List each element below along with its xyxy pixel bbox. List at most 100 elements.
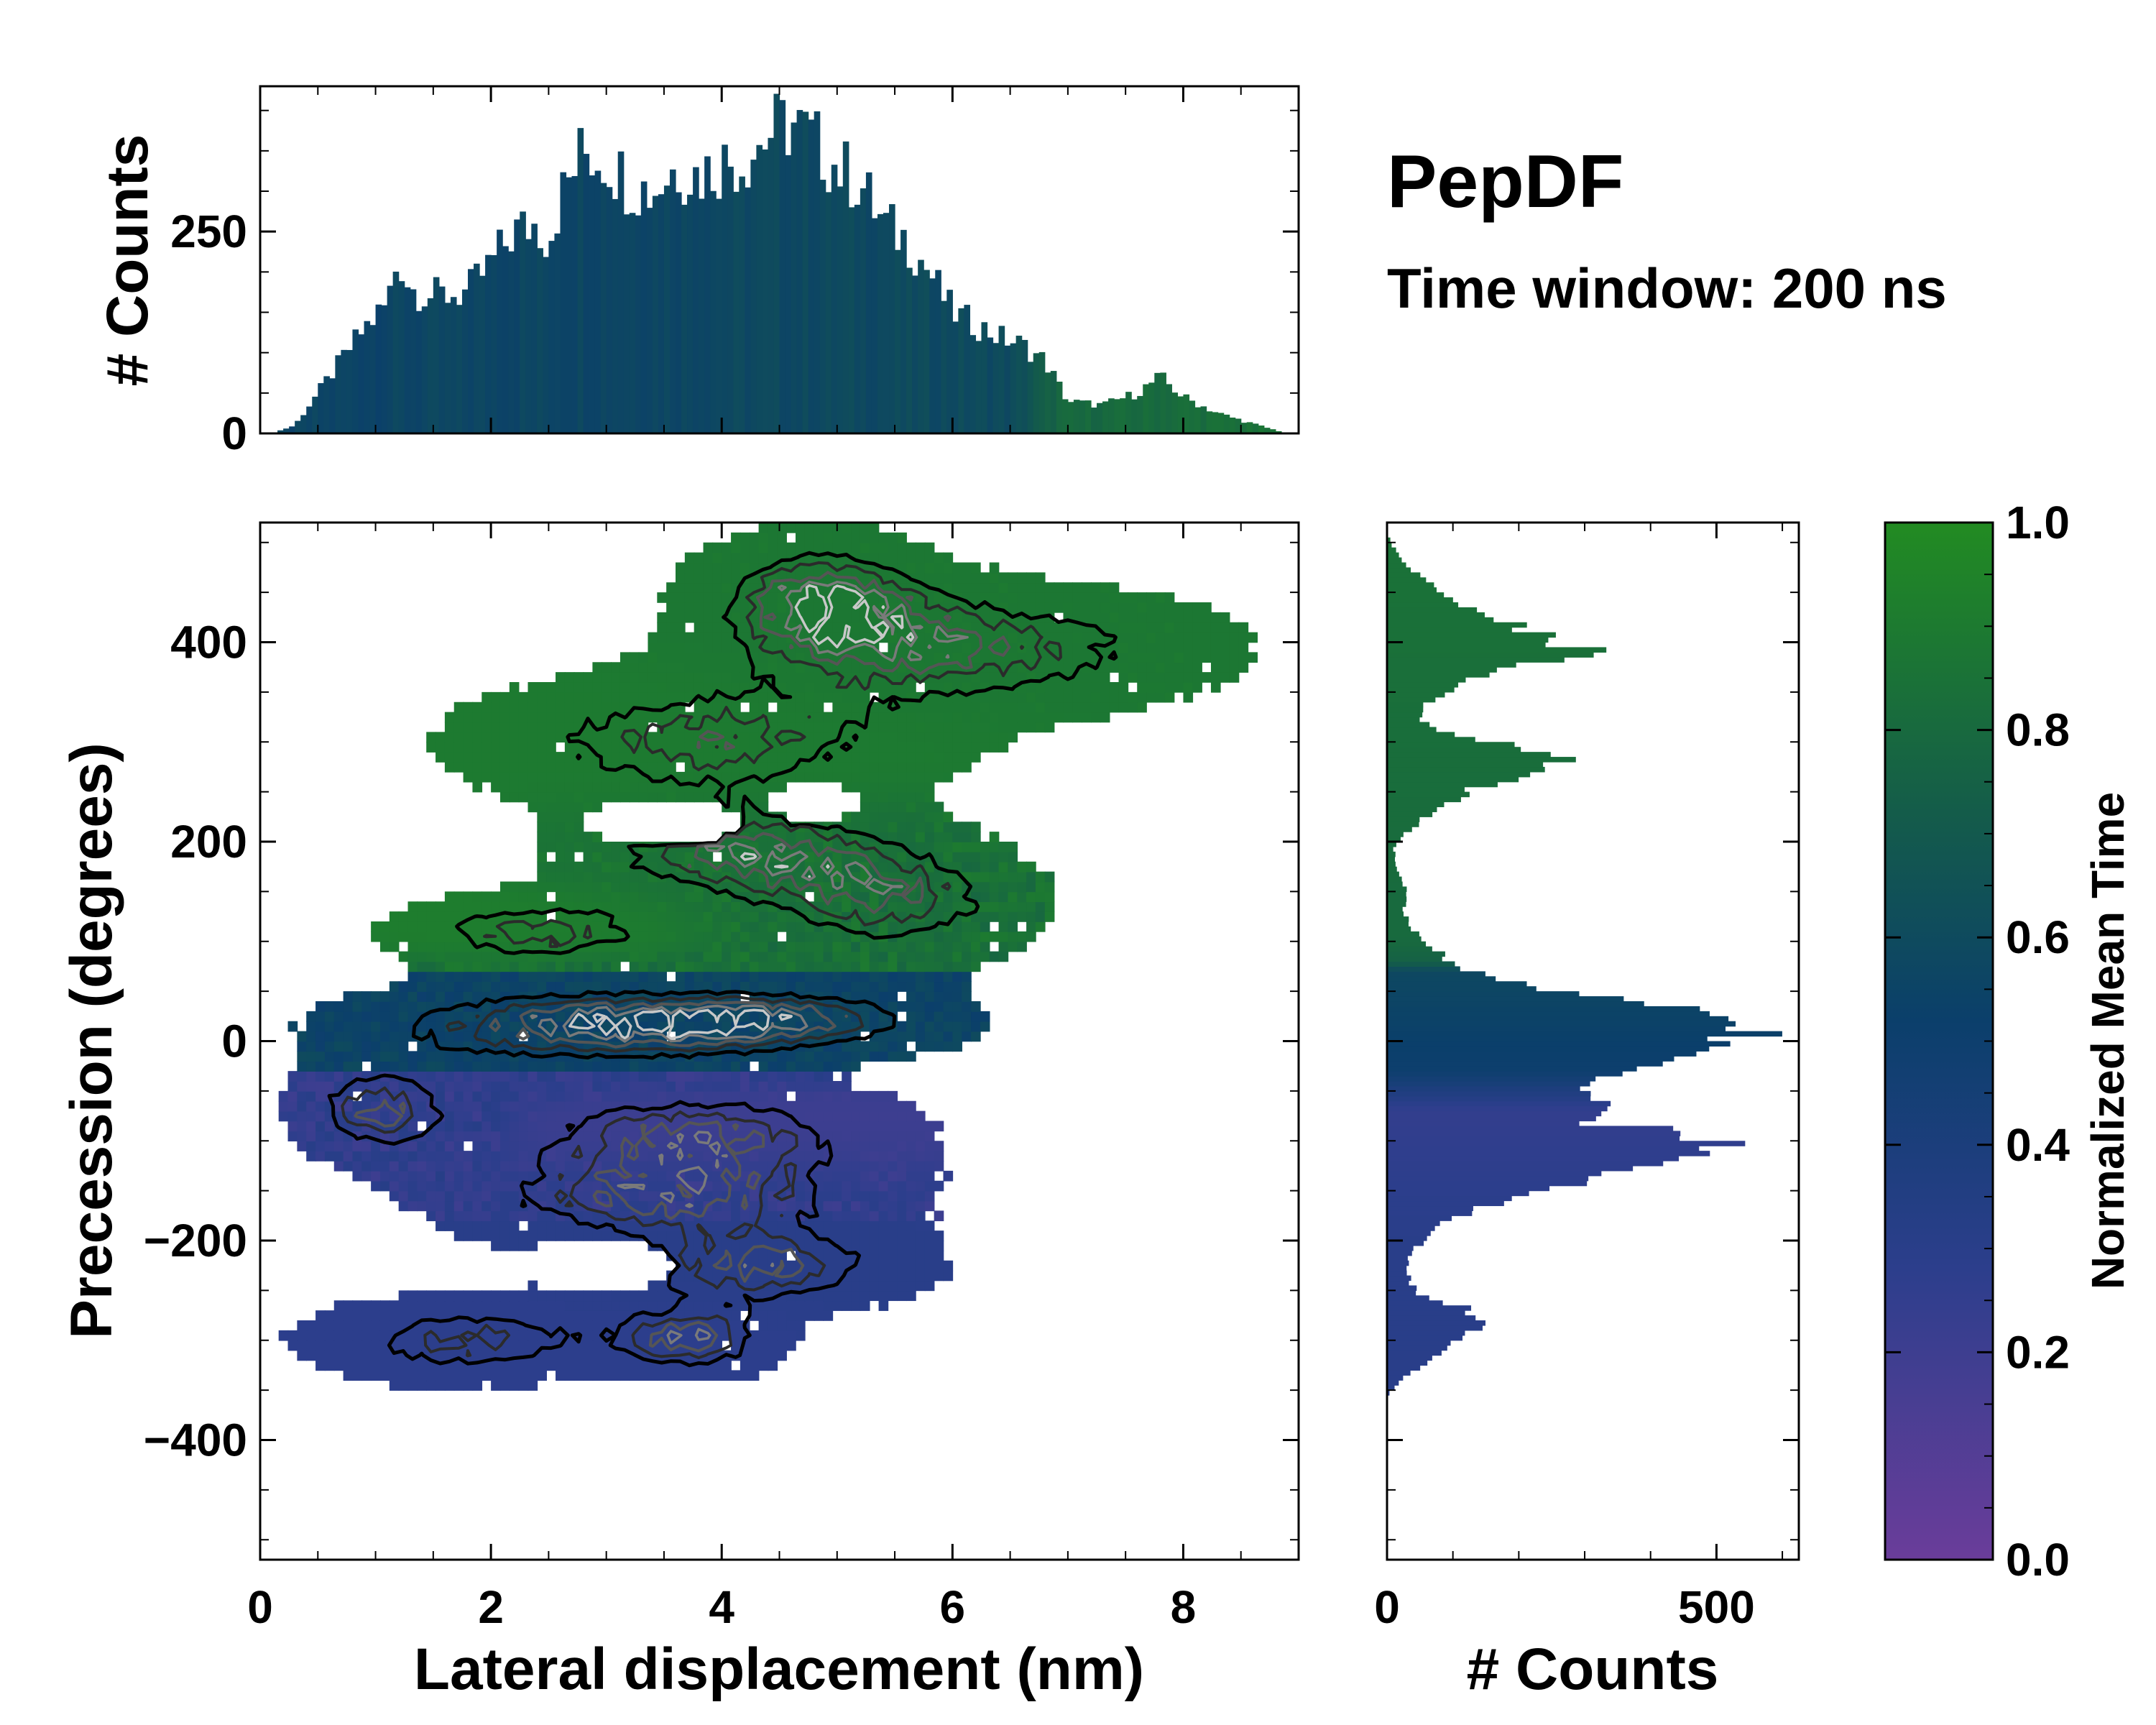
heatmap-cell: [842, 662, 852, 673]
heatmap-cell: [583, 771, 594, 783]
heatmap-cell: [952, 1031, 962, 1042]
heatmap-cell: [758, 941, 769, 952]
heatmap-cell: [980, 871, 990, 883]
heatmap-cell: [906, 1021, 916, 1032]
heatmap-cell: [1091, 682, 1101, 693]
heatmap-cell: [499, 1041, 510, 1052]
heatmap-cell: [619, 1330, 630, 1341]
heatmap-cell: [897, 771, 907, 783]
heatmap-cell: [444, 1011, 455, 1022]
heatmap-cell: [602, 771, 612, 783]
heatmap-cell: [869, 951, 880, 962]
heatmap-cell: [768, 1110, 778, 1122]
heatmap-cell: [1155, 682, 1166, 693]
heatmap-cell: [897, 712, 907, 723]
heatmap-cell: [842, 612, 852, 623]
heatmap-cell: [768, 951, 778, 962]
heatmap-cell: [934, 771, 944, 783]
heatmap-cell: [722, 941, 732, 952]
heatmap-cell: [583, 1100, 594, 1112]
top-histogram-bar: [398, 281, 405, 433]
heatmap-cell: [556, 781, 566, 793]
heatmap-cell: [648, 1170, 658, 1182]
heatmap-cell: [648, 901, 658, 912]
heatmap-cell: [1100, 702, 1110, 713]
heatmap-cell: [287, 1071, 298, 1082]
top-histogram-bar: [381, 305, 388, 433]
heatmap-cell: [426, 1141, 436, 1151]
heatmap-cell: [343, 991, 354, 1002]
heatmap-cell: [499, 781, 510, 793]
heatmap-cell: [878, 722, 889, 733]
heatmap-cell: [842, 1220, 852, 1231]
heatmap-cell: [417, 1300, 427, 1311]
heatmap-cell: [444, 1180, 455, 1192]
heatmap-cell: [573, 811, 584, 823]
heatmap-cell: [851, 1220, 861, 1231]
heatmap-cell: [629, 921, 640, 932]
heatmap-cell: [472, 1340, 483, 1351]
heatmap-cell: [712, 1081, 723, 1092]
heatmap-cell: [537, 981, 547, 992]
heatmap-cell: [417, 1200, 427, 1212]
heatmap-cell: [814, 1081, 824, 1092]
heatmap-cell: [453, 712, 464, 723]
heatmap-cell: [537, 861, 547, 873]
heatmap-cell: [934, 931, 944, 942]
heatmap-cell: [371, 1330, 381, 1341]
heatmap-cell: [924, 961, 935, 972]
heatmap-cell: [518, 1380, 529, 1391]
heatmap-cell: [888, 1190, 898, 1202]
heatmap-cell: [619, 941, 630, 952]
heatmap-cell: [777, 752, 787, 763]
heatmap-cell: [537, 951, 547, 962]
heatmap-cell: [518, 1300, 529, 1311]
heatmap-cell: [611, 891, 621, 903]
heatmap-cell: [758, 1090, 769, 1102]
heatmap-cell: [611, 901, 621, 912]
heatmap-cell: [528, 1310, 538, 1321]
top-histogram-bar: [456, 305, 463, 433]
heatmap-cell: [1008, 702, 1018, 713]
heatmap-cell: [436, 1380, 446, 1391]
heatmap-cell: [417, 1190, 427, 1202]
heatmap-cell: [676, 771, 686, 783]
top-histogram-bar: [485, 254, 492, 433]
heatmap-cell: [804, 1260, 815, 1271]
heatmap-cell: [528, 961, 538, 972]
heatmap-cell: [546, 871, 556, 883]
heatmap-cell: [1100, 662, 1110, 673]
heatmap-cell: [619, 662, 630, 673]
heatmap-cell: [823, 1250, 834, 1261]
heatmap-cell: [1146, 672, 1156, 683]
heatmap-cell: [371, 1170, 381, 1182]
heatmap-cell: [491, 1071, 501, 1082]
heatmap-cell: [1063, 682, 1074, 693]
heatmap-cell: [722, 1360, 732, 1371]
heatmap-cell: [499, 1300, 510, 1311]
heatmap-cell: [491, 1141, 501, 1151]
heatmap-cell: [989, 891, 1000, 903]
heatmap-cell: [638, 791, 649, 803]
heatmap-cell: [1008, 931, 1018, 942]
heatmap-cell: [333, 1011, 344, 1022]
heatmap-cell: [777, 602, 787, 613]
heatmap-cell: [573, 672, 584, 683]
heatmap-cell: [869, 752, 880, 763]
heatmap-cell: [758, 1330, 769, 1341]
heatmap-cell: [943, 732, 954, 743]
top-histogram-bar: [889, 204, 895, 433]
heatmap-cell: [573, 762, 584, 773]
heatmap-cell: [518, 1121, 529, 1132]
heatmap-cell: [436, 1090, 446, 1102]
heatmap-cell: [444, 1220, 455, 1231]
heatmap-cell: [528, 1300, 538, 1311]
heatmap-cell: [842, 691, 852, 703]
heatmap-cell: [777, 971, 787, 983]
heatmap-cell: [306, 1110, 316, 1122]
heatmap-cell: [583, 752, 594, 763]
heatmap-cell: [315, 1041, 326, 1052]
heatmap-cell: [379, 1180, 390, 1192]
heatmap-cell: [537, 1081, 547, 1092]
heatmap-cell: [758, 762, 769, 773]
